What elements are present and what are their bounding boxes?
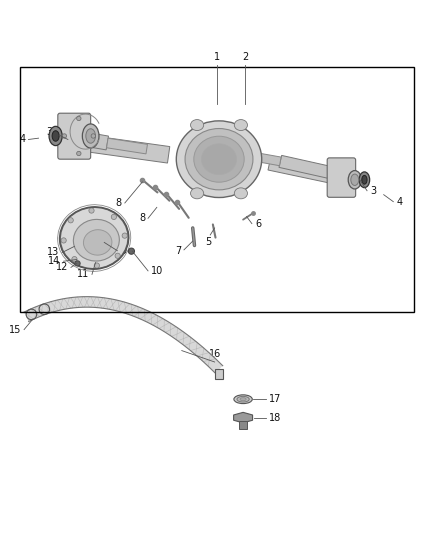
Ellipse shape bbox=[362, 175, 367, 184]
Text: 8: 8 bbox=[116, 198, 122, 208]
Ellipse shape bbox=[185, 128, 253, 190]
Text: 17: 17 bbox=[268, 394, 281, 404]
Text: 5: 5 bbox=[205, 237, 211, 247]
Ellipse shape bbox=[60, 207, 128, 269]
Ellipse shape bbox=[237, 397, 249, 402]
Circle shape bbox=[128, 248, 134, 254]
Text: 7: 7 bbox=[176, 246, 182, 256]
Text: 4: 4 bbox=[19, 134, 25, 144]
Text: 4: 4 bbox=[396, 197, 403, 207]
Text: 9: 9 bbox=[120, 246, 127, 256]
Ellipse shape bbox=[194, 136, 244, 182]
Circle shape bbox=[62, 134, 67, 138]
Ellipse shape bbox=[191, 188, 204, 199]
Text: 3: 3 bbox=[46, 127, 53, 138]
Circle shape bbox=[75, 261, 80, 266]
Polygon shape bbox=[73, 133, 170, 163]
Circle shape bbox=[77, 151, 81, 156]
Ellipse shape bbox=[359, 172, 370, 188]
Ellipse shape bbox=[191, 119, 204, 131]
Circle shape bbox=[77, 116, 81, 120]
Ellipse shape bbox=[176, 121, 261, 198]
Text: 6: 6 bbox=[255, 219, 261, 229]
Circle shape bbox=[68, 217, 73, 223]
Polygon shape bbox=[279, 156, 339, 180]
Ellipse shape bbox=[351, 174, 359, 185]
Text: 14: 14 bbox=[48, 256, 60, 266]
Polygon shape bbox=[83, 132, 109, 150]
FancyBboxPatch shape bbox=[58, 113, 91, 159]
Polygon shape bbox=[233, 413, 253, 423]
Ellipse shape bbox=[86, 129, 95, 143]
Polygon shape bbox=[268, 157, 343, 185]
FancyBboxPatch shape bbox=[327, 158, 356, 197]
Text: 18: 18 bbox=[268, 413, 281, 423]
Circle shape bbox=[91, 134, 95, 138]
Polygon shape bbox=[24, 297, 223, 373]
Text: 8: 8 bbox=[139, 213, 145, 223]
Circle shape bbox=[122, 233, 127, 238]
Bar bbox=[20, 67, 414, 312]
Text: 11: 11 bbox=[77, 269, 89, 279]
Ellipse shape bbox=[82, 124, 99, 148]
Circle shape bbox=[89, 208, 94, 213]
Text: 10: 10 bbox=[151, 266, 163, 276]
Circle shape bbox=[94, 263, 99, 268]
Ellipse shape bbox=[201, 144, 237, 174]
Circle shape bbox=[115, 253, 120, 259]
Ellipse shape bbox=[234, 188, 247, 199]
FancyBboxPatch shape bbox=[239, 421, 247, 429]
Text: 16: 16 bbox=[208, 349, 221, 359]
Ellipse shape bbox=[348, 171, 361, 189]
Text: 2: 2 bbox=[242, 52, 248, 61]
FancyBboxPatch shape bbox=[215, 369, 223, 379]
Text: 15: 15 bbox=[9, 326, 21, 335]
Ellipse shape bbox=[234, 395, 252, 403]
Circle shape bbox=[111, 214, 117, 220]
Ellipse shape bbox=[240, 398, 246, 401]
Ellipse shape bbox=[234, 119, 247, 131]
Polygon shape bbox=[106, 138, 148, 154]
Ellipse shape bbox=[49, 126, 62, 146]
Ellipse shape bbox=[52, 131, 59, 141]
Text: 3: 3 bbox=[370, 185, 376, 196]
Circle shape bbox=[72, 256, 77, 262]
Text: 12: 12 bbox=[56, 262, 68, 272]
Polygon shape bbox=[260, 154, 281, 166]
Ellipse shape bbox=[74, 220, 119, 261]
Circle shape bbox=[61, 238, 66, 243]
Text: 1: 1 bbox=[214, 52, 220, 61]
Text: 13: 13 bbox=[47, 247, 59, 257]
Ellipse shape bbox=[84, 230, 112, 255]
